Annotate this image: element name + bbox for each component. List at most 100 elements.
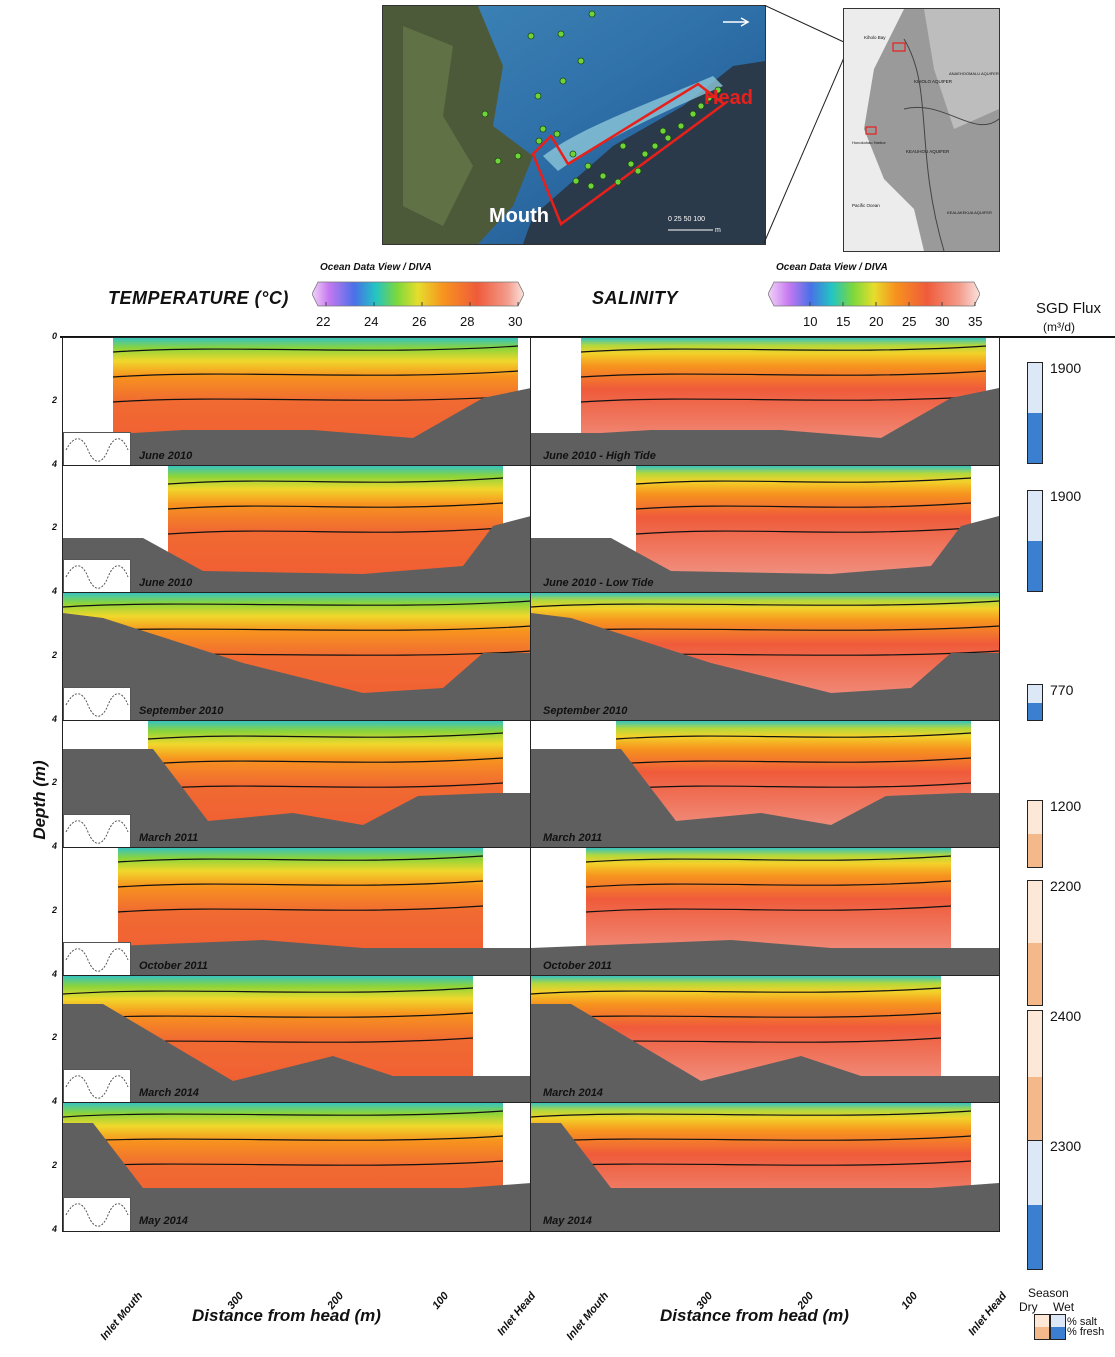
contour-line — [531, 1110, 972, 1118]
temp-panel-label: March 2011 — [139, 832, 199, 844]
flux-value: 770 — [1050, 682, 1074, 698]
contour-line — [147, 756, 504, 765]
seafloor — [531, 388, 999, 466]
contour-line — [615, 731, 972, 740]
temp-panel-label: March 2014 — [139, 1087, 199, 1099]
sal-tick-15: 15 — [836, 314, 851, 329]
contour-line — [112, 395, 519, 403]
temp-panel-label: October 2011 — [139, 959, 208, 972]
contour-line — [117, 855, 484, 863]
sal-panel-label: March 2011 — [543, 832, 603, 844]
flux-salt-segment — [1028, 1011, 1042, 1077]
contour-line — [63, 1135, 504, 1143]
flux-title: SGD Flux — [1036, 300, 1102, 317]
flux-fresh-segment — [1028, 834, 1042, 867]
contour-line — [147, 781, 504, 790]
temp-section-panel: May 2014 — [62, 1102, 532, 1232]
sal-section-panel: September 2010 — [530, 592, 1000, 722]
salinity-colorbar — [767, 280, 981, 313]
y-tick-label: 4 — [52, 841, 58, 851]
contour-line — [167, 526, 504, 535]
x-tick-inlet-head-left: Inlet Head — [495, 1290, 539, 1338]
flux-fresh-segment — [1028, 541, 1042, 591]
flux-salt-segment — [1028, 363, 1042, 413]
tide-curve-inset — [63, 559, 131, 594]
temp-colorbar-title: Ocean Data View / DIVA — [320, 262, 432, 273]
temp-panel-label: May 2014 — [139, 1214, 188, 1227]
flux-salt-segment — [1028, 1141, 1042, 1205]
temp-tick-28: 28 — [460, 314, 475, 329]
contour-line — [585, 855, 952, 863]
flux-value: 1900 — [1050, 360, 1082, 376]
flux-salt-segment — [1028, 801, 1042, 834]
seafloor — [63, 515, 531, 594]
flux-bar — [1027, 362, 1043, 464]
flux-bar — [1027, 1140, 1043, 1270]
legend-dry-swatch — [1034, 1314, 1050, 1340]
contour-line — [585, 880, 952, 888]
x-axis-title-right: Distance from head (m) — [660, 1306, 849, 1325]
inset-connector-lines — [763, 5, 847, 244]
contour-line — [585, 905, 952, 913]
salinity-title: SALINITY — [592, 288, 679, 308]
head-box — [531, 82, 727, 226]
relief-map: Kiholo Bay KIHOLO AQUIFER KEAUHOU AQUIFE… — [843, 8, 1000, 252]
tide-curve-inset — [63, 1196, 131, 1231]
relief-label-kiholo-bay: Kiholo Bay — [864, 35, 886, 40]
scale-label: 0 25 50 100 — [668, 216, 705, 223]
seafloor — [531, 613, 999, 721]
flux-value: 1900 — [1050, 488, 1082, 504]
contour-line — [635, 526, 972, 535]
sal-tick-30: 30 — [935, 314, 950, 329]
contour-line — [112, 345, 519, 353]
temp-tick-30: 30 — [508, 314, 523, 329]
seafloor — [531, 940, 999, 976]
north-arrow-icon — [723, 17, 750, 27]
flux-bar — [1027, 1010, 1043, 1144]
sal-colorbar-title: Ocean Data View / DIVA — [776, 262, 888, 273]
temp-panel-label: September 2010 — [139, 704, 224, 717]
y-tick-label: 4 — [52, 713, 58, 724]
flux-fresh-segment — [1028, 1205, 1042, 1269]
legend-fresh: % fresh — [1067, 1326, 1105, 1338]
relief-label-keauhou-aquifer: KEAUHOU AQUIFER — [906, 149, 950, 154]
legend-wet: Wet — [1053, 1300, 1075, 1314]
flux-fresh-segment — [1028, 702, 1042, 720]
relief-label-honokohau: Honokohau Harbor — [852, 140, 886, 145]
sal-tick-25: 25 — [902, 314, 917, 329]
flux-value: 1200 — [1050, 798, 1082, 814]
contour-line — [580, 395, 987, 403]
temp-section-panel: June 2010 — [62, 337, 532, 467]
flux-bar — [1027, 684, 1043, 721]
x-axis-title-left: Distance from head (m) — [192, 1306, 381, 1325]
sal-panel-label: September 2010 — [543, 704, 628, 717]
tide-curve-inset — [63, 814, 131, 849]
seafloor — [63, 1003, 531, 1104]
sal-section-panel: June 2010 - High Tide — [530, 337, 1000, 467]
temperature-title: TEMPERATURE (°C) — [108, 288, 289, 308]
sal-section-panel: October 2011 — [530, 847, 1000, 977]
relief-label-kealakekua-aquifer: KEALAKEKUA AQUIFER — [947, 210, 992, 215]
contour-line — [112, 370, 519, 378]
y-tick-label: 2 — [52, 394, 58, 405]
sal-panel-label: October 2011 — [543, 959, 612, 972]
temp-panel-label: June 2010 — [139, 577, 193, 589]
flux-value: 2300 — [1050, 1138, 1082, 1154]
x-tick-inlet-mouth-right: Inlet Mouth — [564, 1290, 612, 1343]
relief-label-pacific-ocean: Pacific Ocean — [852, 203, 880, 208]
contour-line — [615, 756, 972, 765]
flux-fresh-segment — [1028, 1077, 1042, 1143]
seafloor — [63, 388, 531, 466]
sal-section-panel: May 2014 — [530, 1102, 1000, 1232]
flux-salt-segment — [1028, 881, 1042, 943]
scale-unit: m — [715, 227, 721, 234]
tide-curve-inset — [63, 431, 131, 466]
flux-unit: (m³/d) — [1043, 320, 1075, 334]
contour-line — [635, 476, 972, 485]
relief-label-anaehoomalu-aquifer: ANAEHOOMALU AQUIFER — [949, 71, 999, 76]
x-tick-100-right: 100 — [899, 1290, 921, 1312]
contour-line — [531, 1135, 972, 1143]
contour-line — [615, 781, 972, 790]
contour-line — [147, 731, 504, 740]
flux-fresh-segment — [1028, 943, 1042, 1005]
